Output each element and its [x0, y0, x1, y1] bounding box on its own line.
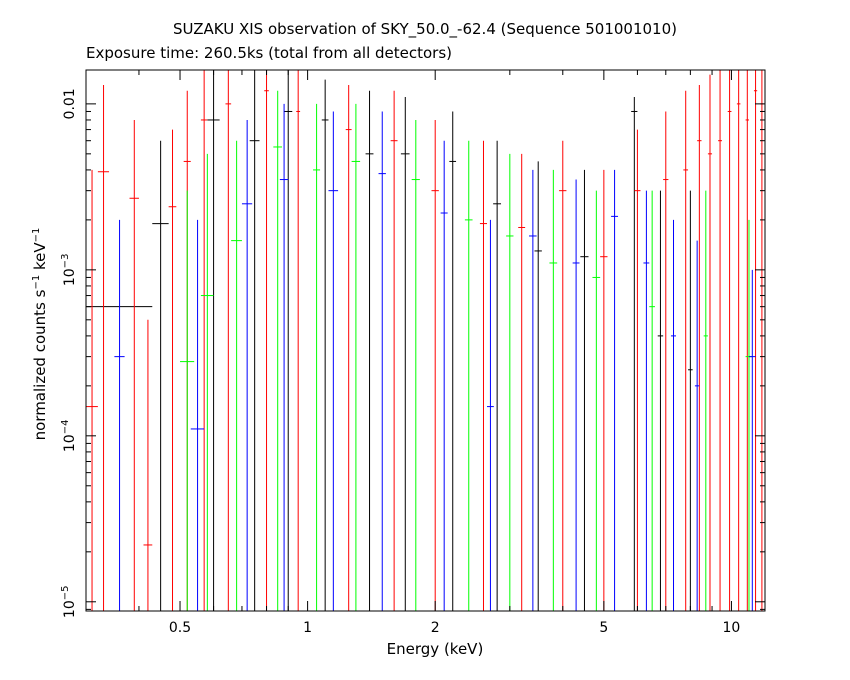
data-point	[753, 70, 758, 611]
data-point	[631, 97, 638, 611]
data-point	[284, 70, 293, 611]
chart-subtitle: Exposure time: 260.5ks (total from all d…	[86, 44, 453, 62]
data-point	[529, 169, 537, 611]
data-point	[200, 153, 214, 611]
x-tick-label: 2	[431, 620, 440, 636]
chart-title: SUZAKU XIS observation of SKY_50.0_-62.4…	[173, 20, 677, 38]
data-point	[518, 153, 526, 611]
data-point	[663, 111, 669, 611]
x-axis-label: Energy (keV)	[386, 640, 484, 658]
series-1	[86, 70, 764, 611]
y-axis-label: normalized counts s−1 keV−1	[31, 184, 49, 484]
data-point	[365, 90, 374, 611]
data-point	[493, 140, 502, 611]
y-tick-label: 10−4	[60, 420, 78, 453]
data-point	[683, 90, 689, 611]
data-point	[86, 169, 98, 611]
data-point	[264, 70, 269, 611]
data-point	[225, 70, 232, 611]
data-point	[643, 190, 650, 611]
data-point	[431, 119, 439, 611]
data-point	[152, 140, 169, 611]
data-point	[534, 161, 542, 611]
data-point	[580, 169, 589, 611]
data-point	[249, 70, 260, 611]
data-point	[688, 190, 693, 611]
x-tick-label: 0.5	[169, 620, 191, 636]
data-point	[143, 319, 153, 611]
data-point	[760, 70, 764, 611]
data-point	[479, 140, 487, 611]
data-point	[718, 70, 722, 611]
data-point	[592, 190, 601, 611]
data-point	[345, 84, 352, 611]
series-0	[85, 70, 693, 611]
data-point	[486, 219, 494, 611]
data-point	[114, 219, 125, 611]
series-2	[180, 90, 753, 611]
data-point	[649, 190, 655, 611]
data-point	[611, 169, 619, 611]
data-point	[745, 219, 753, 611]
data-point	[180, 190, 195, 611]
data-point	[296, 70, 301, 611]
plot-frame	[85, 69, 766, 612]
data-point	[97, 84, 110, 611]
data-point	[313, 103, 321, 611]
data-point	[400, 97, 410, 611]
y-axis-label-base: normalized counts s	[31, 289, 49, 441]
y-tick-label: 10−5	[60, 585, 78, 618]
data-point	[736, 70, 741, 611]
data-point	[129, 119, 139, 611]
y-tick-label: 10−3	[60, 254, 78, 287]
data-point	[200, 70, 208, 611]
data-point	[168, 129, 177, 611]
data-point	[440, 140, 448, 611]
data-point	[707, 74, 713, 611]
data-point	[748, 269, 756, 611]
data-point	[190, 219, 205, 611]
data-point	[703, 190, 708, 611]
data-point	[634, 129, 641, 611]
series-3	[114, 103, 756, 611]
data-point	[351, 103, 361, 611]
data-point	[378, 111, 386, 611]
data-point	[279, 103, 289, 611]
data-point	[670, 219, 677, 611]
data-point	[506, 153, 514, 611]
data-point	[449, 111, 457, 611]
x-tick-label: 1	[303, 620, 312, 636]
data-layer	[85, 70, 764, 611]
y-axis-label-mid: keV	[31, 242, 49, 275]
y-axis-label-exp1: −1	[31, 274, 42, 290]
data-point	[694, 240, 700, 611]
data-point	[390, 90, 398, 611]
tick-layer: 0.5 1 2 5 10 10−5 10−4 10−3 0.01	[60, 70, 765, 636]
y-tick-label: 0.01	[62, 88, 78, 119]
data-point	[207, 70, 220, 611]
data-point	[321, 79, 329, 611]
data-point	[231, 140, 242, 611]
x-tick-label: 10	[723, 620, 741, 636]
x-tick-label: 5	[599, 620, 608, 636]
data-point	[273, 90, 282, 611]
y-axis-label-exp2: −1	[31, 227, 42, 243]
data-point	[572, 179, 580, 611]
data-point	[241, 119, 253, 611]
data-point	[549, 169, 558, 611]
data-point	[328, 111, 339, 611]
data-point	[727, 70, 732, 611]
data-point	[745, 70, 749, 611]
data-point	[464, 140, 473, 611]
data-point	[657, 190, 664, 611]
data-point	[697, 84, 702, 611]
data-point	[600, 169, 608, 611]
data-point	[559, 140, 567, 611]
data-point	[411, 119, 420, 611]
